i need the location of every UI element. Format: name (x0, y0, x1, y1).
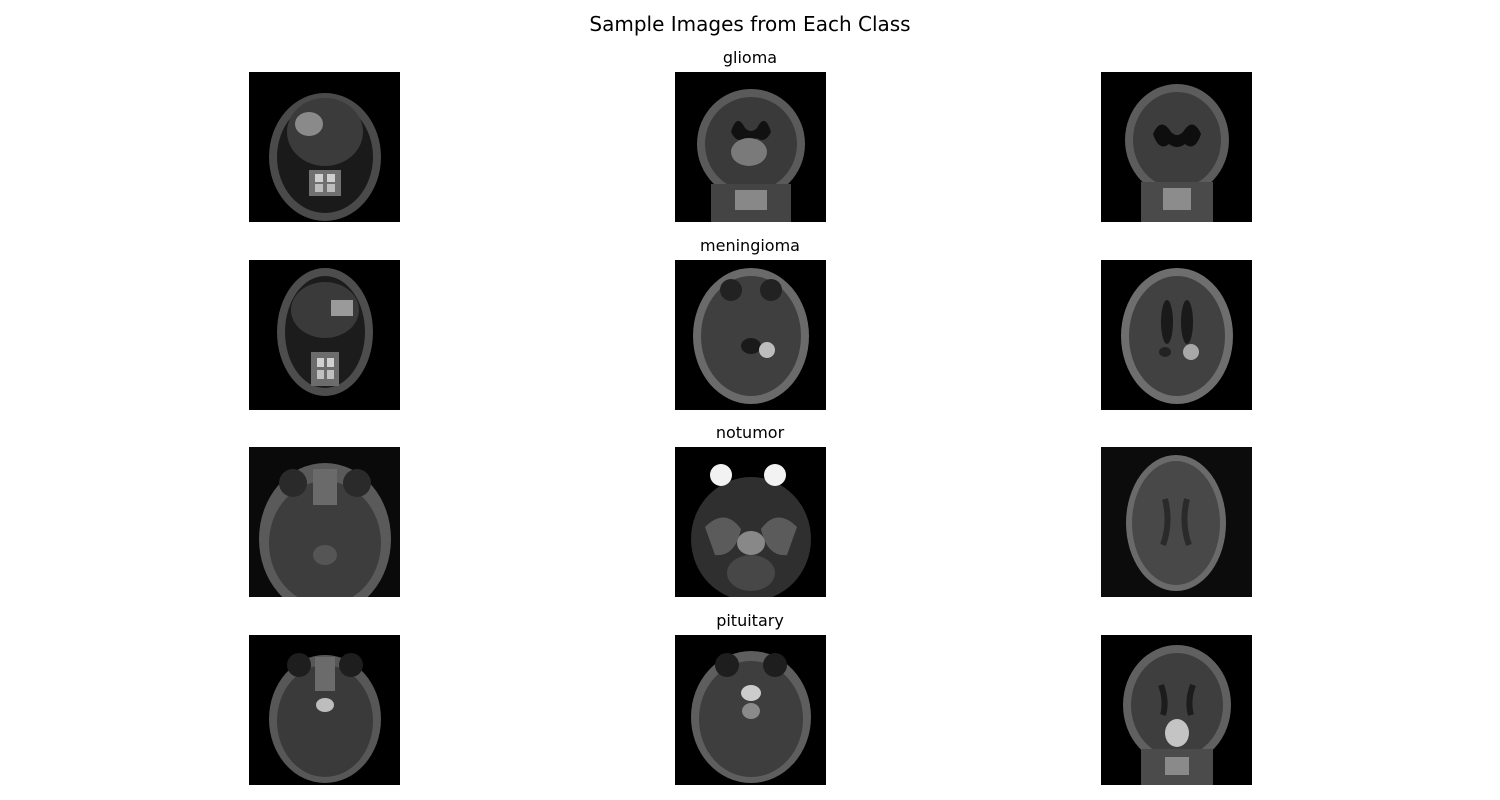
row-title-pituitary: pituitary (0, 611, 1500, 631)
mri-image-glioma-3 (1101, 72, 1252, 222)
mri-image-notumor-1 (249, 447, 400, 597)
row-title-meningioma: meningioma (0, 236, 1500, 256)
mri-image-glioma-1 (249, 72, 400, 222)
mri-image-pituitary-3 (1101, 635, 1252, 785)
mri-image-meningioma-1 (249, 260, 400, 410)
mri-image-pituitary-1 (249, 635, 400, 785)
mri-image-glioma-2 (675, 72, 826, 222)
row-title-notumor: notumor (0, 423, 1500, 443)
figure-title: Sample Images from Each Class (0, 12, 1500, 36)
mri-image-meningioma-3 (1101, 260, 1252, 410)
row-title-glioma: glioma (0, 48, 1500, 68)
mri-image-pituitary-2 (675, 635, 826, 785)
mri-image-notumor-2 (675, 447, 826, 597)
mri-image-notumor-3 (1101, 447, 1252, 597)
mri-image-meningioma-2 (675, 260, 826, 410)
